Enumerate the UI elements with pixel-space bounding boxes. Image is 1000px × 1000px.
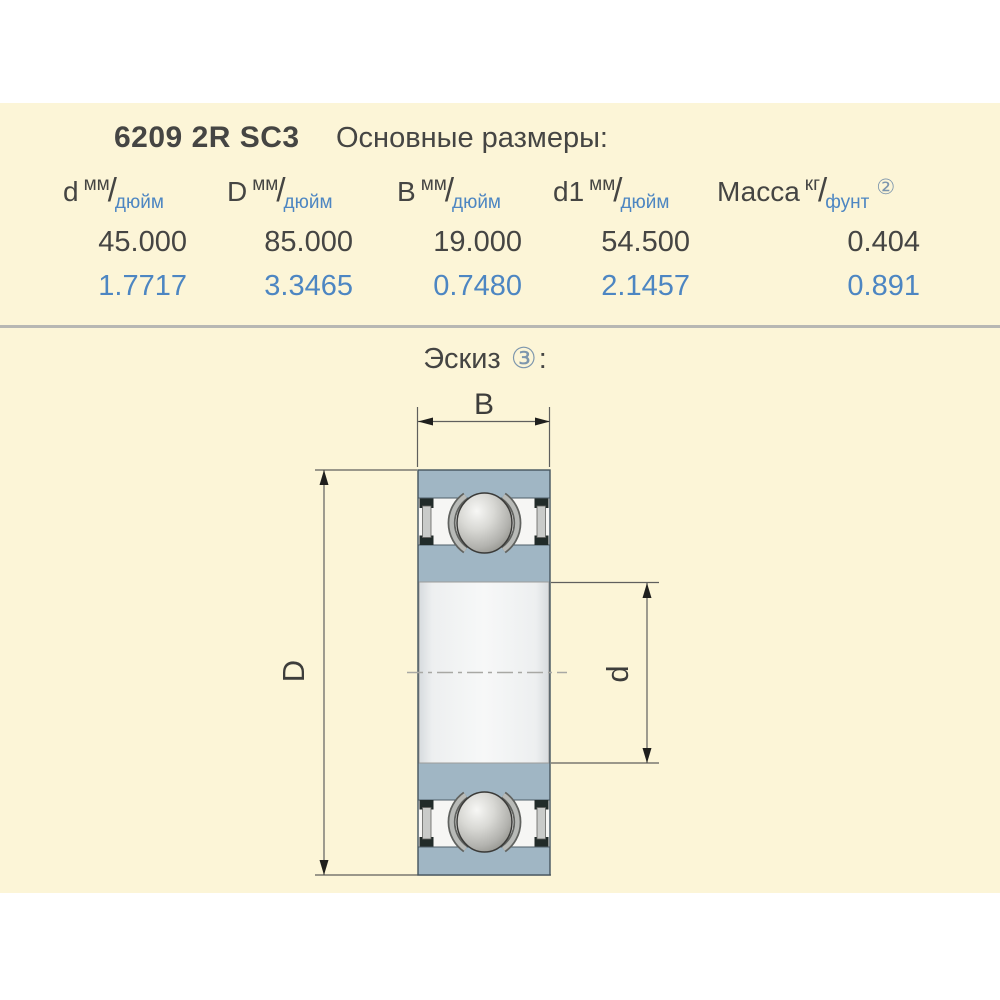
label-width-b: B — [474, 390, 494, 421]
label-bore-diameter-d: d — [600, 665, 635, 682]
value-bore-inch: 1.7717 — [98, 270, 187, 302]
unit-inch: дюйм — [283, 192, 333, 213]
unit-mm: мм — [420, 174, 447, 195]
unit-inch: дюйм — [620, 192, 670, 213]
sketch-heading-colon: : — [538, 343, 547, 375]
col-symbol: Масса — [717, 176, 800, 207]
ball-top-icon — [456, 492, 513, 554]
unit-inch: дюйм — [114, 192, 164, 213]
unit-mm: мм — [83, 174, 110, 195]
unit-mm: мм — [252, 174, 279, 195]
value-width-mm: 19.000 — [433, 226, 522, 258]
col-symbol: B — [397, 176, 416, 207]
sketch-heading: Эскиз ③: — [0, 341, 970, 376]
unit-kg: кг — [804, 174, 821, 195]
value-mass-pound: 0.891 — [847, 270, 920, 302]
dimension-arrows — [319, 417, 652, 875]
footnote-3-badge: ③ — [510, 343, 537, 375]
col-symbol: d — [63, 176, 79, 207]
value-d1-inch: 2.1457 — [601, 270, 690, 302]
unit-slash: / — [444, 171, 454, 208]
col-symbol: D — [227, 176, 248, 207]
unit-inch: дюйм — [451, 192, 501, 213]
value-width-inch: 0.7480 — [433, 270, 522, 302]
sketch-heading-label: Эскиз — [423, 343, 501, 375]
label-outer-diameter-d: D — [276, 660, 311, 682]
unit-slash: / — [613, 171, 623, 208]
value-mass-kg: 0.404 — [847, 226, 920, 258]
value-d1-mm: 54.500 — [601, 226, 690, 258]
value-outer-inch: 3.3465 — [264, 270, 353, 302]
unit-slash: / — [107, 171, 117, 208]
unit-slash: / — [276, 171, 286, 208]
section-divider — [0, 325, 1000, 328]
footnote-2-badge: ② — [876, 176, 896, 199]
section-title-dimensions: Основные размеры: — [336, 122, 608, 154]
bearing-designation: 6209 2R SC3 — [114, 121, 300, 154]
col-header-mass: Масса кг/фунт ② — [717, 171, 895, 214]
col-symbol: d1 — [553, 176, 585, 207]
bearing-sketch: B D d — [276, 390, 659, 876]
col-header-bore: d мм/дюйм — [63, 171, 164, 214]
unit-slash: / — [818, 171, 828, 208]
unit-pound: фунт — [825, 192, 870, 213]
value-outer-mm: 85.000 — [264, 226, 353, 258]
unit-mm: мм — [589, 174, 616, 195]
ball-bottom-icon — [456, 791, 513, 853]
col-header-d1: d1 мм/дюйм — [553, 171, 669, 214]
value-bore-mm: 45.000 — [98, 226, 187, 258]
